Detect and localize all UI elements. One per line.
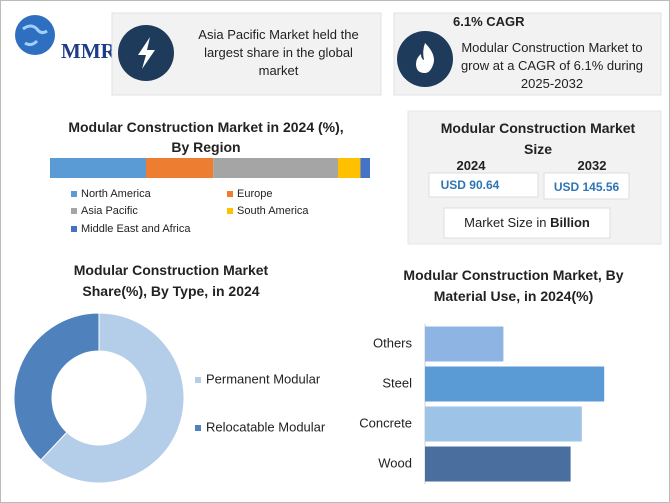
bar (425, 326, 504, 362)
market-size-note: Market Size in Billion (444, 214, 610, 232)
highlight-text: Modular Construction Market to grow at a… (460, 40, 644, 91)
legend-label: North America (81, 188, 152, 200)
lightning-icon (138, 37, 155, 69)
donut-slice (40, 312, 185, 484)
bar-segment (360, 158, 370, 178)
flame-icon (416, 43, 434, 73)
market-size-title: Modular Construction Market Size (440, 120, 636, 157)
value-box (428, 172, 539, 198)
logo-globe-lines (22, 24, 48, 47)
chart-title: Modular Construction Market Share(%), By… (73, 262, 269, 299)
bar-segment (146, 158, 214, 178)
year: 2032 (577, 158, 607, 173)
logo-text: MMR (61, 39, 117, 63)
legend-label: Relocatable Modular (206, 419, 326, 434)
legend-marker (195, 377, 201, 383)
legend-label: Middle East and Africa (81, 223, 191, 235)
legend-marker (227, 191, 233, 197)
y-tick-label: Wood (378, 455, 412, 470)
logo-globe (15, 15, 55, 55)
bar-segment (338, 158, 361, 178)
legend-marker (195, 425, 201, 431)
legend-marker (71, 208, 77, 214)
bar-segment (50, 158, 146, 178)
legend-marker (71, 191, 77, 197)
legend-marker (71, 226, 77, 232)
note-unit: Billion (550, 215, 590, 230)
market-value: USD 145.56 (553, 180, 620, 194)
y-tick-label: Others (373, 335, 413, 350)
legend-label: Europe (237, 188, 272, 200)
highlight-text: Asia Pacific Market held the largest sha… (198, 27, 359, 78)
bar (425, 366, 605, 402)
highlight-title: 6.1% CAGR (453, 14, 525, 29)
y-tick-label: Concrete (359, 415, 412, 430)
value-box (543, 172, 630, 200)
bar (425, 446, 571, 482)
market-value: USD 90.64 (440, 178, 500, 192)
note-box (443, 207, 611, 239)
donut-slice (13, 312, 100, 461)
legend-label: Asia Pacific (81, 205, 138, 217)
y-tick-label: Steel (382, 375, 412, 390)
bar (425, 406, 582, 442)
bar-segment (213, 158, 338, 178)
chart-title: Modular Construction Market, By Material… (403, 267, 624, 304)
legend-label: South America (237, 205, 309, 217)
year: 2024 (456, 158, 486, 173)
chart-title: Modular Construction Market in 2024 (%),… (68, 119, 344, 155)
legend-marker (227, 208, 233, 214)
legend-label: Permanent Modular (206, 371, 321, 386)
note-text: Market Size in (464, 215, 547, 230)
